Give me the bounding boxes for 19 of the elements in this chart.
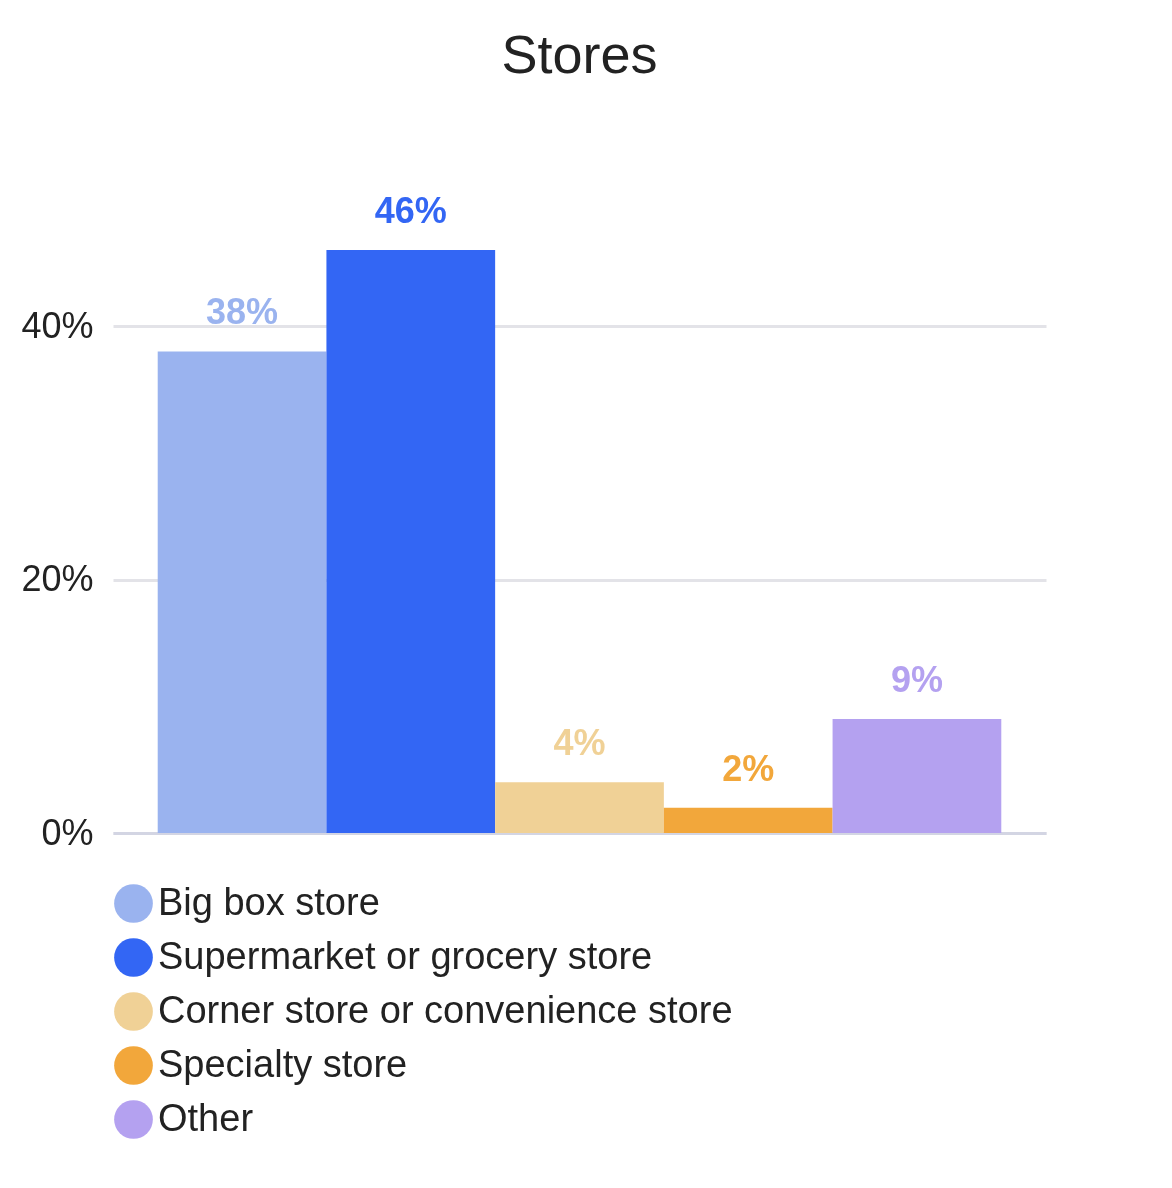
legend-label: Corner store or convenience store	[158, 988, 733, 1031]
y-tick-label: 40%	[21, 304, 94, 346]
bar	[663, 807, 833, 833]
y-tick-label: 0%	[41, 811, 94, 853]
legend-label: Specialty store	[158, 1042, 408, 1085]
y-tick-label: 20%	[21, 558, 94, 600]
bar	[157, 351, 327, 833]
legend-label: Supermarket or grocery store	[158, 934, 653, 977]
data-label: 38%	[206, 291, 279, 333]
bar	[495, 782, 664, 833]
bar	[832, 718, 1002, 833]
bar	[326, 250, 496, 833]
legend-label: Big box store	[158, 880, 380, 923]
chart-title: Stores	[501, 24, 658, 84]
legend-label: Other	[158, 1096, 254, 1139]
data-label: 9%	[890, 658, 943, 700]
data-label: 4%	[553, 722, 606, 764]
data-label: 46%	[374, 190, 447, 231]
data-label: 2%	[722, 747, 775, 789]
